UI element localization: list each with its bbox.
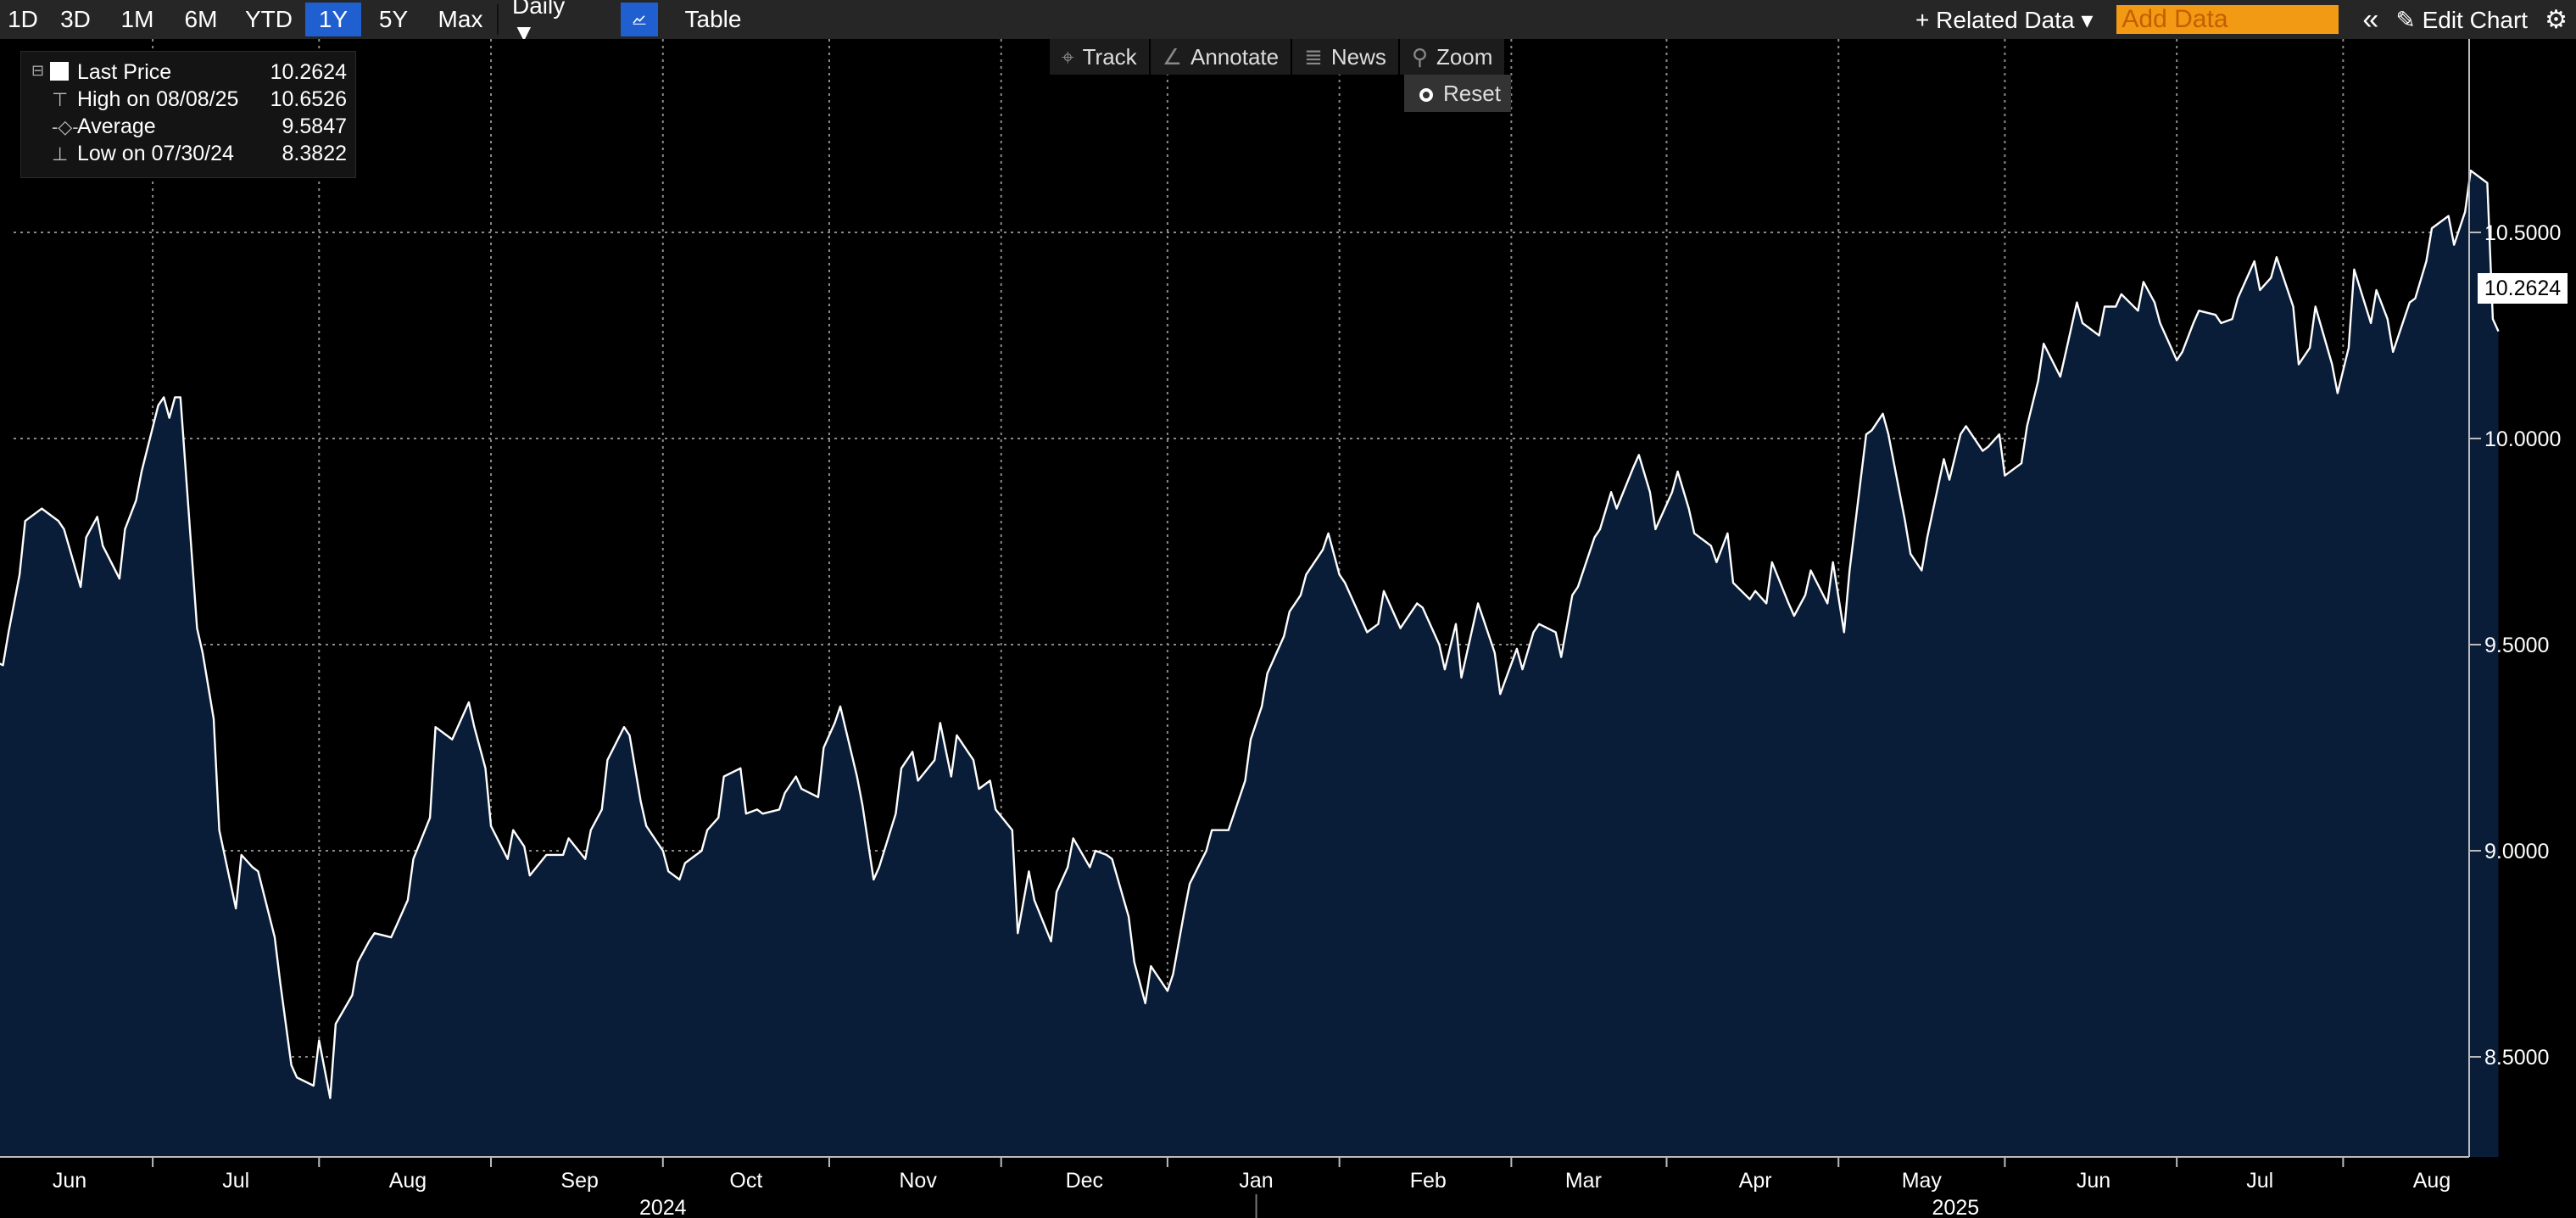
radio-icon	[1419, 88, 1433, 102]
year-label: 2024	[639, 1196, 687, 1218]
x-axis: Jun Jul Aug Sep Oct Nov Dec Jan Feb Mar Apr May Jun J…	[0, 1156, 2469, 1218]
crosshair-icon: ⌖	[1062, 44, 1074, 70]
x-tick-label: Nov	[899, 1169, 937, 1193]
low-marker-icon: ⊥	[52, 143, 69, 165]
line-chart-icon[interactable]	[621, 3, 658, 36]
track-button[interactable]: ⌖ Track	[1050, 39, 1151, 75]
period-1y-button[interactable]: 1Y	[305, 3, 361, 36]
period-3d-button[interactable]: 3D	[60, 6, 91, 32]
table-button[interactable]: Table	[684, 6, 742, 32]
low-value: 8.3822	[282, 142, 347, 165]
annotate-label: Annotate	[1190, 44, 1280, 70]
average-marker-icon: -◇-	[52, 116, 79, 137]
legend-last-price[interactable]: ⊟ Last Price 10.2624	[21, 59, 357, 86]
x-tick-label: Jul	[222, 1169, 249, 1193]
period-ytd-button[interactable]: YTD	[245, 6, 293, 32]
period-5y-button[interactable]: 5Y	[378, 6, 409, 32]
reset-button[interactable]: Reset	[1404, 75, 1511, 112]
frequency-dropdown[interactable]: Daily ▼	[512, 0, 566, 46]
x-tick-label: May	[1902, 1169, 1943, 1193]
x-tick-label: Aug	[389, 1169, 427, 1193]
x-tick-label: Jan	[1239, 1169, 1273, 1193]
period-max-button[interactable]: Max	[438, 6, 483, 32]
high-marker-icon: ⊤	[52, 89, 69, 110]
chart-tools-bar: ⌖ Track ∠ Annotate ≣ News ⚲ Zoom	[1050, 39, 1507, 75]
magnifier-icon: ⚲	[1411, 44, 1428, 70]
high-label: High on 08/08/25	[77, 87, 239, 111]
series-swatch-icon	[50, 62, 69, 81]
legend-low: ⊥ Low on 07/30/24 8.3822	[21, 140, 357, 167]
x-tick-label: Mar	[1565, 1169, 1602, 1193]
pencil-icon: ∠	[1162, 44, 1182, 70]
legend-high: ⊤ High on 08/08/25 10.6526	[21, 86, 357, 113]
average-value: 9.5847	[282, 115, 347, 138]
news-label: News	[1330, 44, 1386, 70]
price-chart[interactable]: 8.5000 9.0000 9.5000 10.0000 10.5000 Jun Jul A…	[0, 39, 2576, 1218]
period-1d-button[interactable]: 1D	[8, 6, 38, 32]
year-label: 2025	[1932, 1196, 1980, 1218]
settings-icon[interactable]: ⚙	[2545, 5, 2568, 34]
zoom-button[interactable]: ⚲ Zoom	[1400, 39, 1507, 75]
x-tick-label: Jun	[2077, 1169, 2110, 1193]
zoom-label: Zoom	[1436, 44, 1493, 70]
legend-box: ⊟ Last Price 10.2624 ⊤ High on 08/08/25 …	[20, 51, 356, 178]
y-tick-label: 8.5000	[2484, 1046, 2549, 1070]
toolbar-right-group: + Related Data ▾ Add Data « ✎ Edit Chart…	[1907, 0, 2576, 39]
period-6m-button[interactable]: 6M	[184, 6, 218, 32]
collapse-toggle-icon[interactable]: ⊟	[31, 62, 45, 79]
low-label: Low on 07/30/24	[77, 142, 234, 165]
track-label: Track	[1082, 44, 1137, 70]
x-tick-label: Jul	[2246, 1169, 2273, 1193]
last-price-label: Last Price	[77, 60, 172, 84]
x-tick-label: Oct	[729, 1169, 762, 1193]
price-line	[0, 169, 2500, 1099]
collapse-icon[interactable]: «	[2362, 3, 2379, 36]
x-tick-label: Feb	[1410, 1169, 1447, 1193]
y-tick-label: 10.5000	[2484, 221, 2561, 245]
x-tick-label: Aug	[2413, 1169, 2451, 1193]
last-price-tag: 10.2624	[2478, 273, 2568, 304]
x-tick-label: Dec	[1066, 1169, 1103, 1193]
period-1m-button[interactable]: 1M	[120, 6, 154, 32]
high-value: 10.6526	[270, 87, 347, 111]
add-data-input[interactable]: Add Data	[2116, 5, 2339, 34]
chart-toolbar: 1D 3D 1M 6M YTD 1Y 5Y Max Daily ▼ Table …	[0, 0, 2576, 46]
news-icon: ≣	[1304, 44, 1323, 70]
price-area	[0, 170, 2499, 1157]
legend-average: -◇- Average 9.5847	[21, 113, 357, 140]
y-tick-label: 9.5000	[2484, 634, 2549, 657]
news-button[interactable]: ≣ News	[1292, 39, 1400, 75]
y-tick-label: 10.0000	[2484, 427, 2561, 451]
average-label: Average	[77, 115, 156, 138]
edit-chart-button[interactable]: ✎ Edit Chart	[2395, 6, 2529, 33]
y-axis: 8.5000 9.0000 9.5000 10.0000 10.5000	[2468, 39, 2561, 1157]
y-tick-label: 9.0000	[2484, 840, 2549, 863]
toolbar-divider	[497, 4, 499, 35]
x-tick-label: Jun	[53, 1169, 86, 1193]
x-tick-label: Sep	[560, 1169, 598, 1193]
annotate-button[interactable]: ∠ Annotate	[1151, 39, 1293, 75]
x-tick-label: Apr	[1739, 1169, 1772, 1193]
last-price-value: 10.2624	[270, 60, 347, 84]
reset-label: Reset	[1443, 81, 1501, 106]
related-data-button[interactable]: + Related Data ▾	[1915, 6, 2094, 33]
